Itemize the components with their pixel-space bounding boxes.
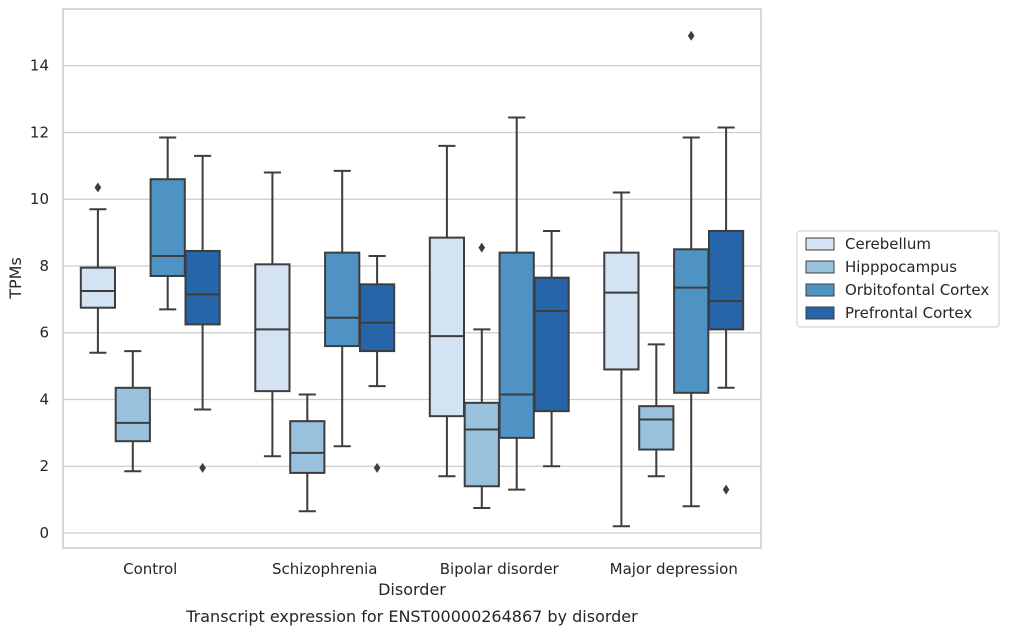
y-tick-label: 6 xyxy=(39,324,49,342)
legend: Cerebellum Hipppocampus Orbitofontal Corte… xyxy=(796,230,1000,328)
outlier-point xyxy=(478,242,486,253)
box-1-2 xyxy=(324,169,361,448)
box-iqr xyxy=(428,236,466,418)
box-iqr xyxy=(289,420,326,474)
box-3-0 xyxy=(603,191,640,528)
legend-swatch xyxy=(805,260,835,274)
box-3-1 xyxy=(638,343,675,478)
legend-swatch xyxy=(805,306,835,320)
box-0-3 xyxy=(184,154,221,473)
legend-swatch xyxy=(805,283,835,297)
box-1-1 xyxy=(289,393,326,513)
y-tick-label: 10 xyxy=(30,190,49,208)
x-tick-labels: Control Schizophrenia Bipolar disorder Majo… xyxy=(123,560,738,578)
box-iqr xyxy=(673,248,710,394)
box-iqr xyxy=(463,401,500,488)
outlier-point xyxy=(94,182,102,193)
box-3-3 xyxy=(707,126,745,495)
legend-label: Prefrontal Cortex xyxy=(845,304,972,322)
chart-caption: Transcript expression for ENST0000026486… xyxy=(185,607,638,626)
box-2-1 xyxy=(463,242,500,509)
x-tick-label: Bipolar disorder xyxy=(440,560,560,578)
box-3-2 xyxy=(673,30,710,508)
y-tick-label: 2 xyxy=(39,457,49,475)
box-iqr xyxy=(498,251,535,439)
box-iqr xyxy=(149,178,186,277)
box-iqr xyxy=(638,405,675,451)
box-iqr xyxy=(533,276,570,413)
box-0-1 xyxy=(114,350,151,473)
y-axis-title: TPMs xyxy=(6,257,25,300)
box-2-3 xyxy=(533,229,570,468)
y-tick-label: 12 xyxy=(30,123,49,141)
y-tick-labels: 0 2 4 6 8 10 12 14 xyxy=(30,57,49,542)
box-iqr xyxy=(114,386,151,443)
box-2-0 xyxy=(428,144,466,478)
y-tick-label: 8 xyxy=(39,257,49,275)
outlier-point xyxy=(199,462,206,473)
legend-swatch xyxy=(805,237,835,251)
x-axis-title: Disorder xyxy=(378,580,446,599)
box-1-3 xyxy=(358,254,396,473)
box-iqr xyxy=(603,251,640,371)
legend-frame xyxy=(796,230,1000,328)
y-tick-label: 14 xyxy=(30,57,49,75)
plot-frame xyxy=(62,8,762,549)
box-0-2 xyxy=(149,136,186,311)
x-tick-label: Control xyxy=(123,560,177,578)
box-iqr xyxy=(254,263,291,393)
outlier-point xyxy=(722,484,730,495)
legend-label: Cerebellum xyxy=(845,235,931,253)
legend-label: Hipppocampus xyxy=(845,258,957,276)
y-tick-label: 0 xyxy=(39,524,49,542)
box-iqr xyxy=(324,251,361,348)
box-iqr xyxy=(358,283,396,353)
x-tick-label: Major depression xyxy=(610,560,738,578)
outlier-point xyxy=(373,462,381,473)
outlier-point xyxy=(687,30,695,41)
box-1-0 xyxy=(254,171,291,458)
box-iqr xyxy=(79,266,117,309)
box-iqr xyxy=(707,229,745,331)
box-2-2 xyxy=(498,116,535,491)
legend-label: Orbitofontal Cortex xyxy=(845,281,989,299)
y-tick-label: 4 xyxy=(39,390,49,408)
box-plot-series xyxy=(79,30,745,528)
box-iqr xyxy=(184,249,221,326)
box-0-0 xyxy=(79,182,117,354)
x-tick-label: Schizophrenia xyxy=(272,560,377,578)
